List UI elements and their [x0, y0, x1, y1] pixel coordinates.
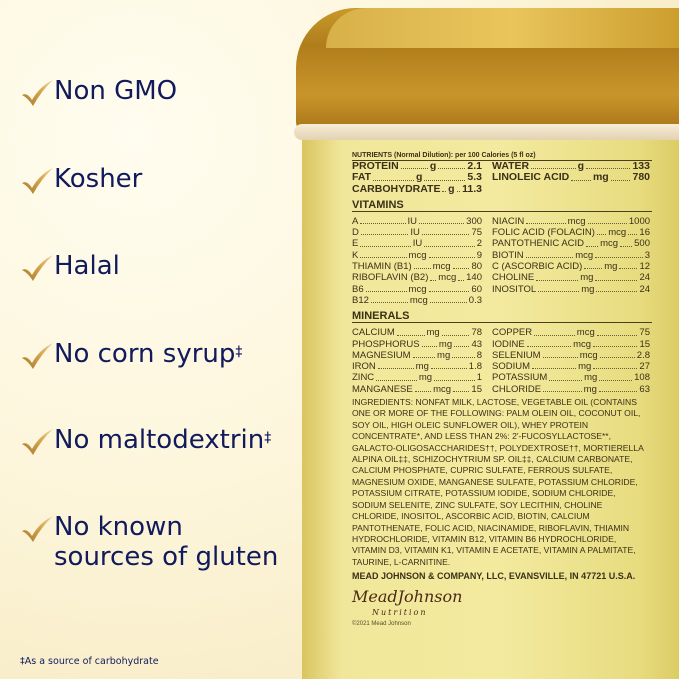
nutrient-row: A IU 300 NIACIN mcg 1000 — [352, 215, 651, 227]
nutrient-row: CARBOHYDRATE g 11.3 — [352, 182, 483, 195]
nutrient-row: D IU 75 FOLIC ACID (FOLACIN) mcg 16 — [352, 227, 650, 239]
formula-canister — [294, 0, 679, 679]
macros-table: PROTEIN g 2.1 WATER g 133 FAT g 5.3 LINOLEIC ACID… — [352, 160, 652, 195]
nutrient-row: B6 mcg 60 INOSITOL mg 24 — [352, 283, 651, 295]
claim-item: No maltodextrin‡ — [20, 425, 271, 457]
nutrient-row: PROTEIN g 2.1 WATER g 133 — [352, 160, 650, 172]
mead-johnson-logo: MeadJohnson Nutrition — [352, 587, 463, 618]
vitamins-title: VITAMINS — [352, 197, 652, 212]
checkmark-icon — [22, 168, 53, 194]
claim-text: No known sources of gluten — [54, 512, 279, 572]
claim-item: No corn syrup‡ — [20, 339, 242, 371]
claim-item: Non GMO — [20, 76, 177, 108]
vitamins-table: A IU 300 NIACIN mcg 1000 D IU 75 FOLIC ACID (FOLA… — [352, 216, 652, 306]
claim-text: Kosher — [54, 164, 143, 194]
nutrient-row: MANGANESE mcg 15 CHLORIDE mg 63 — [352, 383, 650, 395]
nutrition-label: NUTRIENTS (Normal Dilution): per 100 Cal… — [352, 152, 652, 627]
nutrient-row: FAT g 5.3 LINOLEIC ACID mg 780 — [352, 171, 651, 184]
nutrients-header: NUTRIENTS (Normal Dilution): per 100 Cal… — [352, 152, 652, 161]
manufacturer: MEAD JOHNSON & COMPANY, LLC, EVANSVILLE,… — [352, 571, 636, 582]
footnote: ‡As a source of carbohydrate — [20, 656, 159, 667]
nutrient-row: IRON mg 1.8 SODIUM mg 27 — [352, 361, 650, 373]
checkmark-icon — [22, 343, 53, 369]
ingredients: INGREDIENTS: NONFAT MILK, LACTOSE, VEGET… — [352, 397, 644, 567]
checkmark-icon — [22, 429, 53, 455]
claim-text: Halal — [54, 251, 120, 281]
claim-text: Non GMO — [54, 76, 178, 106]
nutrient-row: CALCIUM mg 78 COPPER mcg 75 — [352, 327, 650, 339]
claim-item: Kosher — [20, 164, 142, 196]
claim-item: No known sources of gluten — [20, 512, 284, 572]
footnote-mark: ‡ — [264, 430, 272, 446]
lid-band — [294, 124, 679, 140]
claim-text: No corn syrup — [54, 339, 236, 369]
checkmark-icon — [22, 255, 53, 281]
canister-lid — [296, 8, 679, 132]
nutrient-row: B12 mcg 0.3 — [352, 294, 483, 306]
footnote-mark: ‡ — [235, 344, 243, 360]
nutrient-row: ZINC mg 1 POTASSIUM mg 108 — [352, 372, 650, 384]
nutrient-row: RIBOFLAVIN (B2) mcg 140 CHOLINE mg 24 — [352, 272, 651, 284]
nutrient-row: E IU 2 PANTOTHENIC ACID mcg 500 — [352, 238, 650, 250]
checkmark-icon — [22, 516, 53, 542]
canister-body — [302, 140, 679, 679]
minerals-table: CALCIUM mg 78 COPPER mcg 75 PHOSPHORUS mg 43 IODI… — [352, 327, 652, 395]
nutrient-row: PHOSPHORUS mg 43 IODINE mcg 15 — [352, 338, 651, 350]
copyright: ©2021 Mead Johnson — [352, 621, 411, 628]
nutrient-row: THIAMIN (B1) mcg 80 C (ASCORBIC ACID) mg 12 — [352, 261, 651, 273]
checkmark-icon — [22, 80, 53, 106]
claim-text: No maltodextrin — [54, 425, 265, 455]
minerals-title: MINERALS — [352, 308, 652, 324]
nutrient-row: MAGNESIUM mg 8 SELENIUM mcg 2.8 — [352, 349, 650, 361]
claim-item: Halal — [20, 251, 120, 283]
